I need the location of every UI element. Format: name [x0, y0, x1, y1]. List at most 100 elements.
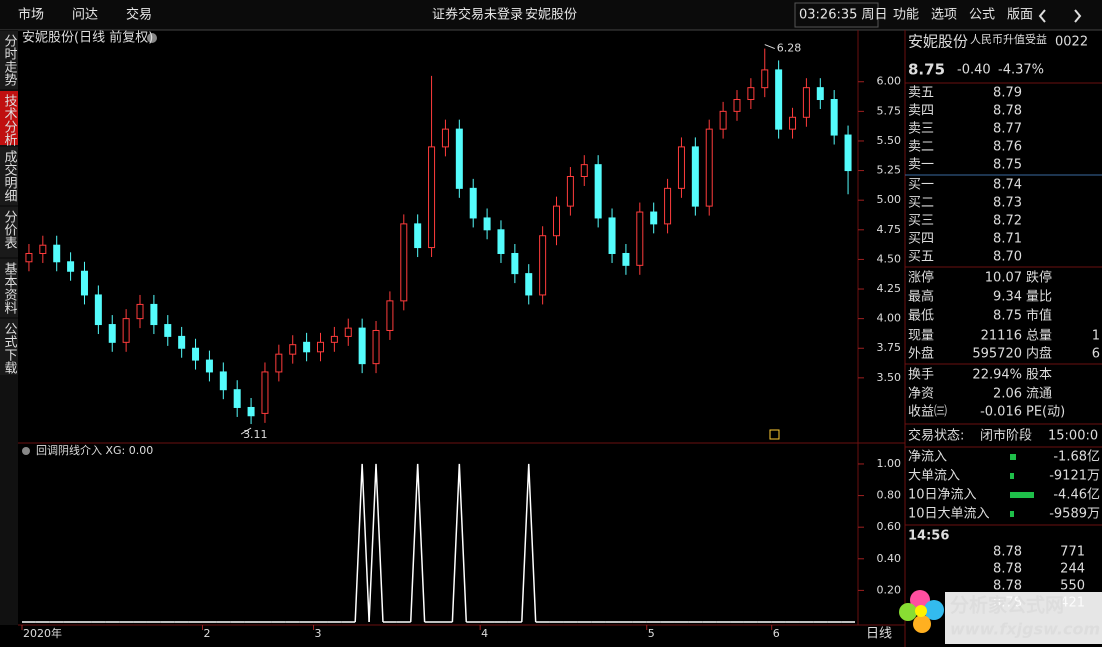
title-dropdown[interactable] [147, 33, 157, 43]
stat-value: 1 [1092, 329, 1100, 344]
y-tick-label: 6.00 [877, 75, 902, 88]
side-tab[interactable] [0, 259, 18, 317]
candle-body [705, 128, 713, 207]
candle-body [122, 318, 130, 343]
stat-label: 最低 [908, 309, 934, 324]
x-tick-label: 2 [203, 627, 210, 640]
buy-price: 8.73 [993, 196, 1022, 211]
buy-label: 买二 [908, 196, 934, 211]
candle-body [594, 164, 602, 219]
stat-value: 22.94% [972, 368, 1022, 383]
side-tab-label[interactable]: 成交明细 [2, 150, 18, 202]
candle-body [372, 329, 380, 365]
buy-label: 买四 [908, 232, 934, 247]
menu-item[interactable]: 版面 [1007, 8, 1033, 23]
side-tab-label[interactable]: 技术分析 [2, 94, 18, 146]
petal [924, 600, 944, 620]
candle-body [53, 244, 61, 263]
x-tick-label: 2020年 [23, 626, 62, 640]
side-tab[interactable] [0, 319, 18, 375]
signal-spike [354, 463, 370, 623]
stat-label: 总量 [1026, 329, 1052, 344]
menu-item[interactable]: 功能 [893, 8, 919, 23]
candle-body [67, 261, 75, 272]
side-tab[interactable] [0, 147, 18, 205]
side-tab-label[interactable]: 基本资料 [2, 262, 18, 314]
stat-label: 外盘 [908, 346, 934, 362]
signal-spike [521, 463, 537, 623]
status-phase: 闭市阶段 [980, 428, 1032, 444]
candle-body [636, 211, 644, 266]
side-tab-label[interactable]: 分时走势 [2, 34, 18, 87]
logo-name: 分析家公式网 [950, 594, 1064, 617]
stat-value: 9.34 [993, 290, 1022, 305]
sell-label: 卖四 [908, 104, 934, 119]
stat-label: 内盘 [1026, 346, 1052, 362]
flow-value: -9589万 [1049, 507, 1100, 522]
menu-item[interactable]: 交易 [126, 7, 152, 23]
y-tick-label: 0.20 [877, 583, 902, 596]
tick-time: 14:56 [908, 529, 949, 544]
candle-body [80, 270, 88, 296]
side-tab-label[interactable]: 公式下载 [2, 322, 18, 375]
candle-body [789, 116, 797, 130]
candle-body [719, 110, 727, 130]
nav-arrows[interactable] [1038, 9, 1082, 23]
flow-value: -1.68亿 [1053, 450, 1100, 465]
candle-body [108, 324, 116, 343]
buy-label: 买三 [908, 214, 934, 229]
candle-body [802, 87, 810, 118]
stat-label: 量比 [1026, 290, 1052, 305]
menu-item[interactable]: 公式 [969, 8, 995, 23]
candle-body [94, 294, 102, 326]
sell-price: 8.77 [993, 122, 1022, 137]
menu-bar [0, 0, 1102, 30]
candle-body [275, 353, 283, 373]
sell-price: 8.79 [993, 86, 1022, 101]
stat-value: 2.06 [993, 387, 1022, 402]
y-tick-label: 5.50 [877, 134, 902, 147]
menu-item[interactable]: 问达 [72, 8, 98, 23]
sell-label: 卖三 [908, 122, 934, 137]
y-tick-label: 4.50 [877, 252, 902, 265]
candle-body [761, 69, 769, 89]
status-label: 交易状态: [908, 428, 964, 444]
candle-body [441, 128, 449, 148]
low-label: 3.11 [243, 428, 268, 441]
stat-label: 净资 [908, 387, 934, 402]
quote-name: 安妮股份 [908, 33, 968, 51]
stat-label: PE(动) [1026, 405, 1065, 420]
candle-body [136, 303, 144, 320]
logo-backdrop [945, 592, 1102, 644]
candle-body [622, 252, 630, 266]
candle-body [219, 371, 227, 391]
sell-label: 卖五 [908, 86, 934, 101]
menu-item[interactable]: 市场 [18, 7, 44, 23]
flow-bar [1010, 473, 1014, 479]
side-tab-label[interactable]: 分价表 [2, 210, 18, 249]
flow-bar [1010, 511, 1014, 517]
y-tick-label: 5.25 [877, 164, 902, 177]
tick-volume: 244 [1060, 562, 1085, 577]
indicator-dropdown[interactable] [22, 447, 30, 455]
candle-body [455, 128, 463, 189]
logo-url: www.fxjgsw.com [950, 620, 1100, 639]
quote-tag: 人民币升值受益 [970, 32, 1047, 46]
side-tab[interactable] [0, 31, 18, 89]
candle-body [414, 223, 422, 249]
side-tab[interactable] [0, 207, 18, 257]
menu-item[interactable]: 选项 [931, 8, 957, 23]
tick-volume: 771 [1060, 545, 1085, 560]
y-tick-label: 5.00 [877, 193, 902, 206]
side-tab[interactable] [0, 91, 18, 145]
sell-price: 8.75 [993, 158, 1022, 173]
logo-flower [899, 590, 944, 633]
candle-body [608, 217, 616, 254]
candle-body [400, 223, 408, 302]
buy-label: 买五 [908, 250, 934, 265]
signal-spike [368, 463, 384, 623]
indicator-icon[interactable] [769, 429, 780, 440]
flower-center [915, 605, 927, 617]
stat-value: 21116 [981, 329, 1022, 344]
stat-label: 最高 [908, 289, 934, 305]
